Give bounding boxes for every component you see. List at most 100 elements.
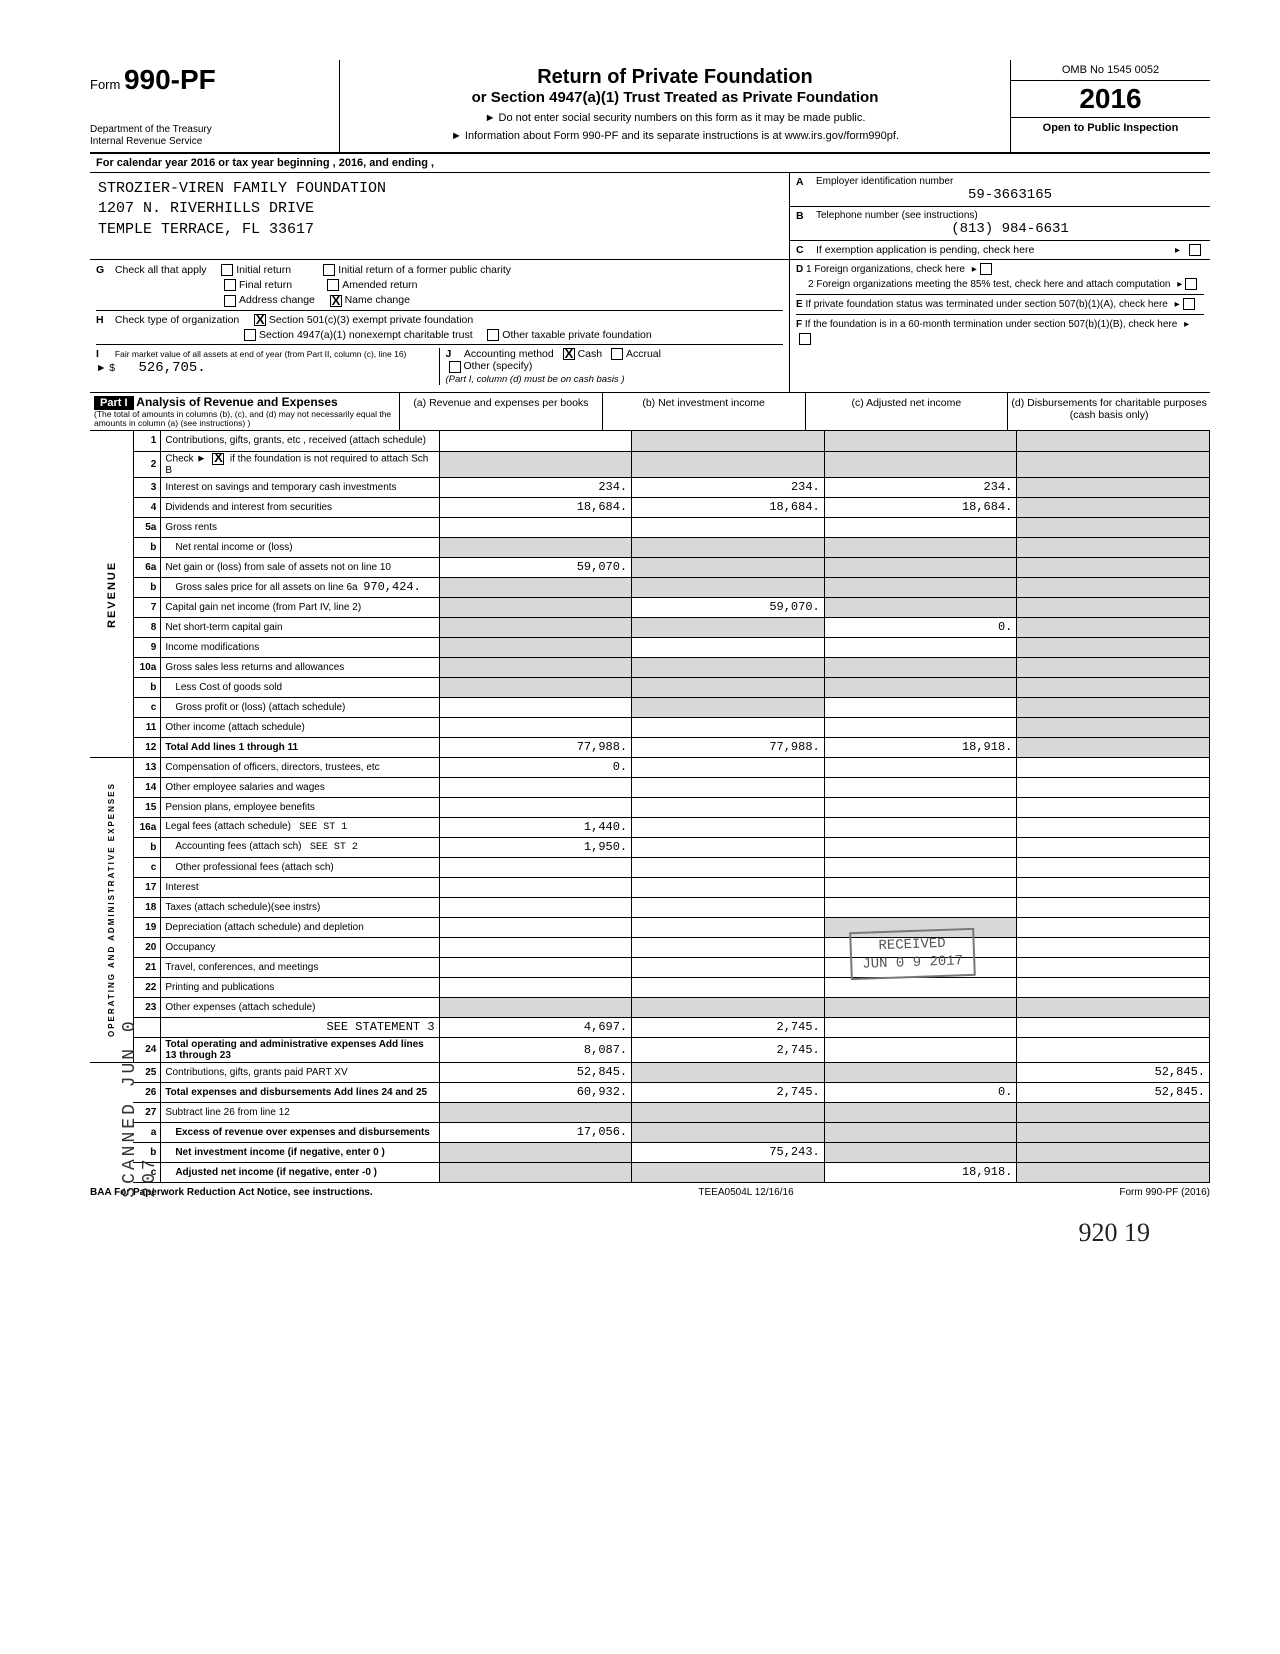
g-opt-0: Initial return bbox=[236, 264, 291, 276]
r20-num: 20 bbox=[133, 937, 160, 957]
row-10c: c Gross profit or (loss) (attach schedul… bbox=[90, 697, 1210, 717]
dept-1: Department of the Treasury bbox=[90, 124, 331, 136]
r27-desc: Subtract line 26 from line 12 bbox=[161, 1102, 439, 1122]
r26-desc: Total expenses and disbursements Add lin… bbox=[161, 1082, 439, 1102]
box-c-label: If exemption application is pending, che… bbox=[816, 244, 1165, 256]
r27c-desc: Adjusted net income (if negative, enter … bbox=[161, 1162, 439, 1182]
row-10b: b Less Cost of goods sold bbox=[90, 677, 1210, 697]
row-18: 18Taxes (attach schedule)(see instrs) bbox=[90, 897, 1210, 917]
row-21: 21Travel, conferences, and meetings bbox=[90, 957, 1210, 977]
r13-a: 0. bbox=[439, 757, 632, 777]
arrow-icon bbox=[1173, 279, 1182, 290]
r25-d-col: 52,845. bbox=[1017, 1062, 1210, 1082]
side-revenue: REVENUE bbox=[90, 431, 133, 757]
r6a-a: 59,070. bbox=[439, 557, 632, 577]
chk-name-change[interactable] bbox=[330, 295, 342, 307]
r25-a: 52,845. bbox=[439, 1062, 632, 1082]
r6b-num: b bbox=[133, 577, 160, 597]
chk-initial-return[interactable] bbox=[221, 264, 233, 276]
row-2: 2 Check ► if the foundation is not requi… bbox=[90, 451, 1210, 477]
r21-desc: Travel, conferences, and meetings bbox=[161, 957, 439, 977]
part1-header: Part I Analysis of Revenue and Expenses … bbox=[90, 393, 1210, 432]
row-19: 19Depreciation (attach schedule) and dep… bbox=[90, 917, 1210, 937]
r16a-a: 1,440. bbox=[439, 817, 632, 837]
box-e: E If private foundation status was termi… bbox=[796, 294, 1204, 312]
r3-desc: Interest on savings and temporary cash i… bbox=[161, 477, 439, 497]
checkbox-c[interactable] bbox=[1189, 244, 1201, 256]
r16b-desc: Accounting fees (attach sch) SEE ST 2 bbox=[161, 837, 439, 857]
form-header-left: Form 990-PF Department of the Treasury I… bbox=[90, 60, 340, 152]
r17-num: 17 bbox=[133, 877, 160, 897]
line-g3: Address change Name change bbox=[96, 294, 783, 306]
r10c-num: c bbox=[133, 697, 160, 717]
h-opt2: Section 4947(a)(1) nonexempt charitable … bbox=[259, 329, 473, 341]
line-g: G Check all that apply Initial return In… bbox=[96, 264, 783, 276]
arrow-icon bbox=[1171, 244, 1180, 256]
row-5a: 5a Gross rents bbox=[90, 517, 1210, 537]
page-footer: BAA For Paperwork Reduction Act Notice, … bbox=[90, 1187, 1210, 1198]
r6b-d: Gross sales price for all assets on line… bbox=[175, 582, 357, 593]
box-b: B Telephone number (see instructions) (8… bbox=[790, 207, 1210, 241]
r27a-a: 17,056. bbox=[439, 1122, 632, 1142]
chk-4947[interactable] bbox=[244, 329, 256, 341]
r19-desc: Depreciation (attach schedule) and deple… bbox=[161, 917, 439, 937]
part1-table: REVENUE 1 Contributions, gifts, grants, … bbox=[90, 431, 1210, 1183]
r4-num: 4 bbox=[133, 497, 160, 517]
chk-other-taxable[interactable] bbox=[487, 329, 499, 341]
r3-num: 3 bbox=[133, 477, 160, 497]
chk-501c3[interactable] bbox=[254, 314, 266, 326]
arrow-icon bbox=[968, 264, 977, 275]
r7-b: 59,070. bbox=[632, 597, 825, 617]
row-26: 26 Total expenses and disbursements Add … bbox=[90, 1082, 1210, 1102]
r26-c: 0. bbox=[824, 1082, 1017, 1102]
row-10a: 10a Gross sales less returns and allowan… bbox=[90, 657, 1210, 677]
form-header-mid: Return of Private Foundation or Section … bbox=[340, 60, 1010, 152]
row-6b: b Gross sales price for all assets on li… bbox=[90, 577, 1210, 597]
row-9: 9 Income modifications bbox=[90, 637, 1210, 657]
chk-final-return[interactable] bbox=[224, 279, 236, 291]
r14-desc: Other employee salaries and wages bbox=[161, 777, 439, 797]
row-27c: c Adjusted net income (if negative, ente… bbox=[90, 1162, 1210, 1182]
r15-num: 15 bbox=[133, 797, 160, 817]
r26-b: 2,745. bbox=[632, 1082, 825, 1102]
h-label: Check type of organization bbox=[115, 314, 239, 326]
r7-num: 7 bbox=[133, 597, 160, 617]
r16a-st: SEE ST 1 bbox=[299, 822, 347, 833]
handwritten-note: 920 19 bbox=[1079, 1218, 1151, 1248]
r10b-num: b bbox=[133, 677, 160, 697]
r3-b: 234. bbox=[632, 477, 825, 497]
form-title-2: or Section 4947(a)(1) Trust Treated as P… bbox=[350, 89, 1000, 106]
r4-desc: Dividends and interest from securities bbox=[161, 497, 439, 517]
r24-a: 8,087. bbox=[439, 1037, 632, 1062]
r4-a: 18,684. bbox=[439, 497, 632, 517]
chk-f[interactable] bbox=[799, 333, 811, 345]
r16c-desc: Other professional fees (attach sch) bbox=[161, 857, 439, 877]
chk-other-method[interactable] bbox=[449, 361, 461, 373]
chk-d1[interactable] bbox=[980, 263, 992, 275]
chk-cash[interactable] bbox=[563, 348, 575, 360]
row-16b: bAccounting fees (attach sch) SEE ST 21,… bbox=[90, 837, 1210, 857]
row-5b: b Net rental income or (loss) bbox=[90, 537, 1210, 557]
org-name: STROZIER-VIREN FAMILY FOUNDATION bbox=[98, 179, 781, 199]
box-a: A Employer identification number 59-3663… bbox=[790, 173, 1210, 207]
r11-desc: Other income (attach schedule) bbox=[161, 717, 439, 737]
r16b-num: b bbox=[133, 837, 160, 857]
r13-desc: Compensation of officers, directors, tru… bbox=[161, 757, 439, 777]
chk-sch-b[interactable] bbox=[212, 453, 224, 465]
r4-b: 18,684. bbox=[632, 497, 825, 517]
row-6a: 6a Net gain or (loss) from sale of asset… bbox=[90, 557, 1210, 577]
chk-address-change[interactable] bbox=[224, 295, 236, 307]
chk-d2[interactable] bbox=[1185, 278, 1197, 290]
ein-phone-col: A Employer identification number 59-3663… bbox=[790, 173, 1210, 259]
chk-e[interactable] bbox=[1183, 298, 1195, 310]
j-label: Accounting method bbox=[464, 348, 554, 360]
col-a-header: (a) Revenue and expenses per books bbox=[400, 393, 603, 431]
chk-accrual[interactable] bbox=[611, 348, 623, 360]
chk-amended[interactable] bbox=[327, 279, 339, 291]
r12-a: 77,988. bbox=[439, 737, 632, 757]
r8-num: 8 bbox=[133, 617, 160, 637]
row-15: 15Pension plans, employee benefits bbox=[90, 797, 1210, 817]
chk-initial-former[interactable] bbox=[323, 264, 335, 276]
row-7: 7 Capital gain net income (from Part IV,… bbox=[90, 597, 1210, 617]
r27b-b: 75,243. bbox=[632, 1142, 825, 1162]
